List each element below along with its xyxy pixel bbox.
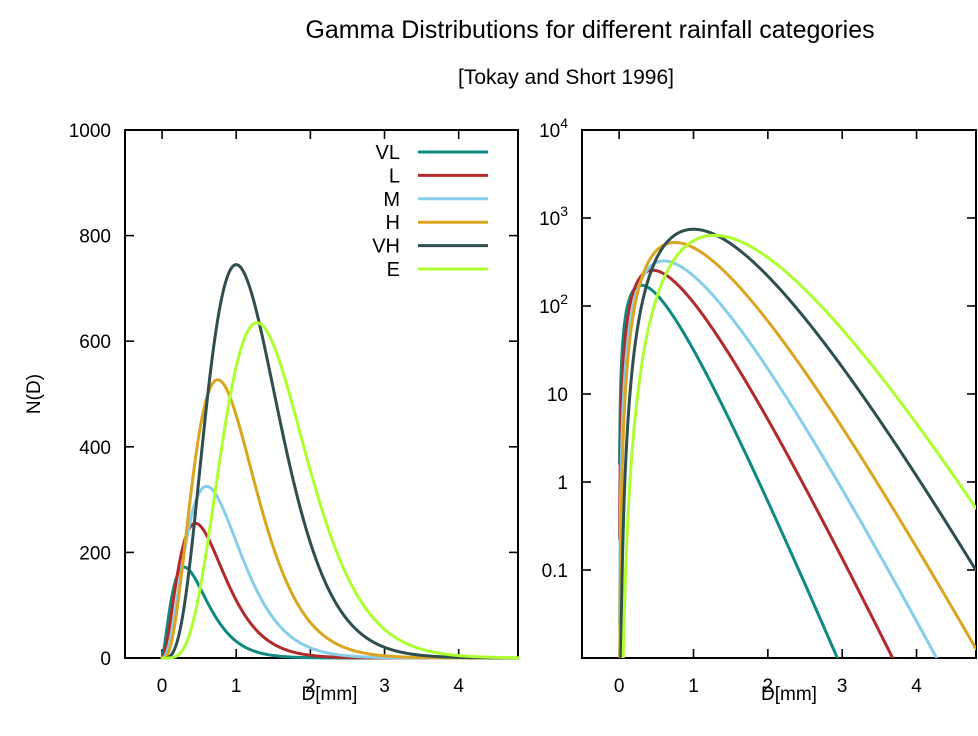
x-tick-label: 3 [379,676,390,697]
x-tick-label: 1 [688,676,699,697]
series-line-vh-log [619,227,976,658]
legend-label-m: M [383,189,400,211]
x-axis-label-log: D[mm] [761,684,817,705]
x-tick-label: 2 [305,676,316,697]
series-line-h-log [618,240,976,658]
series-line-e-log [621,233,976,658]
x-tick-label: 4 [453,676,464,697]
chart-title: Gamma Distributions for different rainfa… [305,16,874,44]
y-tick-label: 1000 [69,121,111,142]
series-line-vl-log [618,283,839,658]
legend-label-h: H [386,212,400,234]
plot-frame-log [581,129,977,659]
legend-label-l: L [389,165,400,187]
chart-subtitle: [Tokay and Short 1996] [458,66,674,89]
x-tick-label: 1 [231,676,242,697]
panel-log: 0 1 2 3 4 0.1 1 10 102 103 104 D[mm] [539,115,977,705]
y-tick-label: 400 [79,438,111,459]
y-tick-label: 0.1 [542,561,568,582]
y-tick-label: 200 [79,543,111,564]
x-tick-label: 0 [614,676,625,697]
y-tick-label: 10 [547,385,568,406]
y-tick-label: 0 [100,649,111,670]
legend-label-vh: VH [372,236,400,258]
x-tick-label: 3 [837,676,848,697]
series-line-l-log [618,268,895,658]
y-tick-label: 103 [539,203,568,230]
legend-label-vl: VL [376,142,400,164]
plot-frame-linear [124,129,519,659]
series-line-m-log [618,259,939,658]
x-tick-label: 0 [157,676,168,697]
y-tick-label: 1 [557,473,568,494]
x-axis-label-linear: D[mm] [302,684,358,705]
x-tick-label: 4 [911,676,922,697]
y-tick-label: 600 [79,332,111,353]
x-tick-label: 2 [763,676,774,697]
y-tick-label: 104 [539,115,568,142]
series-line-vh-linear [160,263,520,660]
legend-label-e: E [387,259,400,281]
y-tick-label: 800 [79,227,111,248]
y-tick-label: 102 [539,291,568,318]
series-line-e-linear [160,321,520,660]
series-line-m-linear [160,484,520,660]
series-line-l-linear [160,521,520,660]
y-axis-label-linear: N(D) [24,374,45,414]
